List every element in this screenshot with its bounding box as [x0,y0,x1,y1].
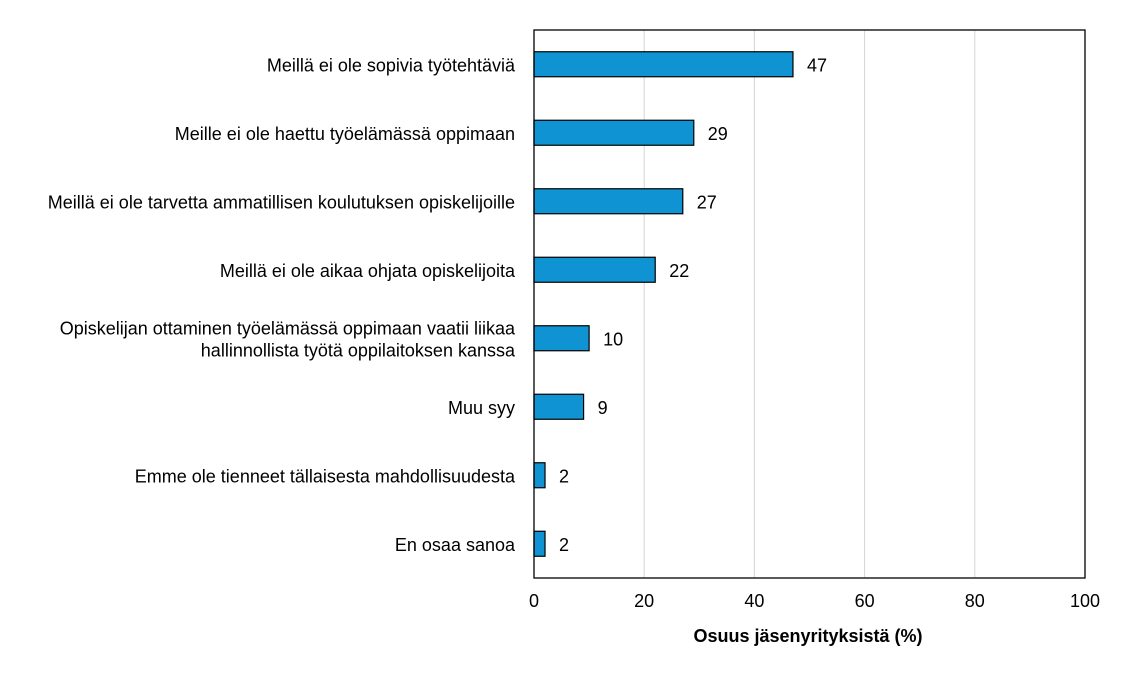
data-label: 22 [669,261,689,281]
category-label-line: Opiskelijan ottaminen työelämässä oppima… [60,318,516,338]
data-label: 27 [697,192,717,212]
x-tick-label: 60 [855,591,875,611]
x-tick-label: 100 [1070,591,1100,611]
x-tick-label: 0 [529,591,539,611]
category-label-line: Meillä ei ole aikaa ohjata opiskelijoita [220,261,516,281]
bar [533,530,546,557]
category-label: Muu syy [448,398,515,418]
category-label-line: Meillä ei ole sopivia työtehtäviä [267,55,516,75]
data-label: 2 [559,466,569,486]
category-label-line: Muu syy [448,398,515,418]
x-tick-label: 20 [634,591,654,611]
category-label-line: En osaa sanoa [395,535,516,555]
category-label: Opiskelijan ottaminen työelämässä oppima… [60,318,516,360]
category-labels: Meillä ei ole sopivia työtehtäviä Meille … [48,55,516,555]
data-label: 10 [603,329,623,349]
bar [533,325,590,352]
category-label-line: Emme ole tienneet tällaisesta mahdollisu… [135,466,516,486]
data-label: 9 [598,398,608,418]
category-label: Meillä ei ole sopivia työtehtäviä [267,55,516,75]
bars [533,51,794,557]
category-label: Emme ole tienneet tällaisesta mahdollisu… [135,466,516,486]
x-tick-label: 80 [965,591,985,611]
bar [533,51,794,78]
bar [533,188,684,215]
category-label: Meillä ei ole tarvetta ammatillisen koul… [48,192,515,212]
category-label: Meille ei ole haettu työelämässä oppimaa… [175,124,515,144]
category-label-line: hallinnollista työtä oppilaitoksen kanss… [201,340,516,360]
category-label: Meillä ei ole aikaa ohjata opiskelijoita [220,261,516,281]
x-tick-label: 40 [744,591,764,611]
plot-border [533,29,1086,579]
bar [533,256,656,283]
bar [533,119,695,146]
x-tick-labels: 0 20 40 60 80 100 [529,591,1100,611]
grid-lines [643,30,976,578]
bar [533,462,546,489]
category-label-line: Meillä ei ole tarvetta ammatillisen koul… [48,192,515,212]
plot-frame [533,29,1086,579]
x-axis-title: Osuus jäsenyrityksistä (%) [693,626,922,646]
data-label: 2 [559,535,569,555]
category-label: En osaa sanoa [395,535,516,555]
data-label: 29 [708,124,728,144]
category-label-line: Meille ei ole haettu työelämässä oppimaa… [175,124,515,144]
data-label: 47 [807,55,827,75]
bar [533,393,585,420]
